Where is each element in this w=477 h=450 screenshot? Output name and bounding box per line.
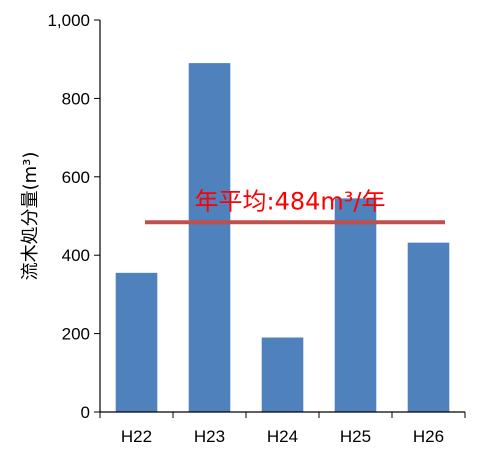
y-tick-label: 600 [62,168,90,187]
x-tick-label: H24 [267,427,298,446]
x-axis-ticks: H22 H23 H24 H25 H26 [99,412,466,446]
bar-H25 [334,198,377,412]
y-tick-label: 200 [62,325,90,344]
y-tick-label: 400 [62,246,90,265]
y-tick-label: 0 [81,403,90,422]
y-tick-label: 800 [62,89,90,108]
bar-H22 [115,272,158,412]
x-tick-label: H23 [194,427,225,446]
x-tick-label: H25 [340,427,371,446]
y-axis-title: 流木処分量(m³) [20,152,41,281]
bar-H26 [407,242,450,412]
average-annotation: 年平均:484m³/年 [195,187,386,215]
bar-H23 [188,63,231,413]
y-tick-label: 1,000 [47,11,90,30]
y-axis-ticks: 0 200 400 600 800 1,000 [47,11,100,422]
x-tick-label: H26 [413,427,444,446]
bar-H24 [261,337,304,412]
x-tick-label: H22 [121,427,152,446]
bars-group [115,63,450,413]
